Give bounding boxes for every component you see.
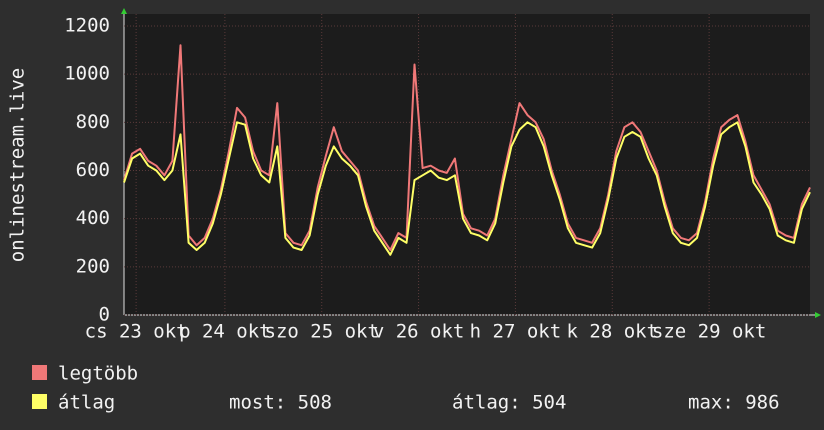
series-line xyxy=(123,44,811,251)
x-tick-label: h 27 okt xyxy=(470,321,562,343)
y-tick-label: 1200 xyxy=(64,15,110,37)
x-tick-label: sze 29 okt xyxy=(652,321,766,343)
y-tick-label: 800 xyxy=(76,111,110,133)
x-tick-label: szo 25 okt xyxy=(265,321,379,343)
stat-average: átlag: 504 xyxy=(452,392,566,414)
series-line xyxy=(123,121,811,256)
x-tick-label: p 24 okt xyxy=(179,321,271,343)
x-arrow xyxy=(815,312,821,318)
y-axis-label: onlinestream.live xyxy=(7,68,29,262)
y-tick-label: 400 xyxy=(76,207,110,229)
y-tick-label: 1000 xyxy=(64,63,110,85)
plot-area xyxy=(124,14,810,315)
x-tick-label: v 26 okt xyxy=(373,321,465,343)
legend-label: legtöbb xyxy=(58,363,138,385)
y-tick-label: 0 xyxy=(99,304,110,326)
legend-label: átlag xyxy=(58,392,115,414)
legend-swatch xyxy=(32,394,47,409)
y-arrow xyxy=(121,8,127,14)
y-tick-label: 600 xyxy=(76,159,110,181)
x-tick-label: k 28 okt xyxy=(567,321,659,343)
stat-max: max: 986 xyxy=(688,392,780,414)
legend-swatch xyxy=(32,365,47,380)
y-tick-label: 200 xyxy=(76,255,110,277)
stat-current: most: 508 xyxy=(229,392,332,414)
x-tick-label: cs 23 okt xyxy=(85,321,188,343)
